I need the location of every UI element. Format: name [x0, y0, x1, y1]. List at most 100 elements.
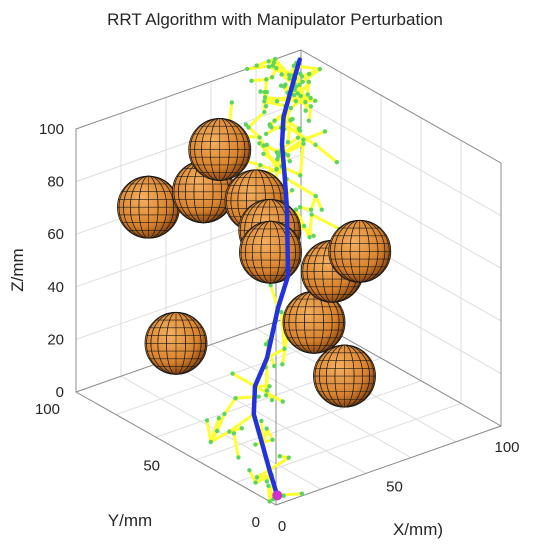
tree-edge	[269, 283, 280, 310]
tree-edge	[255, 456, 291, 479]
tree-node	[268, 282, 273, 288]
tree-node	[285, 153, 291, 158]
tree-node	[293, 207, 299, 212]
tree-edge	[205, 418, 213, 444]
tree-node	[264, 77, 269, 82]
tree-node	[236, 455, 241, 460]
tree-edge	[307, 104, 313, 123]
tree-node	[257, 135, 262, 140]
tree-node	[311, 233, 316, 239]
grid-line	[195, 380, 422, 461]
tree-node	[308, 95, 313, 101]
tree-node	[230, 371, 235, 376]
tree-edge	[294, 208, 306, 228]
tree-node	[319, 207, 324, 212]
tree-node	[281, 493, 286, 498]
tree-node	[308, 104, 314, 109]
y-tick-label: 50	[143, 458, 160, 475]
tree-node	[297, 82, 302, 88]
tree-node	[264, 479, 270, 484]
obstacle-sphere	[239, 220, 302, 284]
tree-node	[261, 151, 266, 157]
z-tick-label: 0	[56, 384, 64, 401]
tree-node	[264, 388, 270, 393]
tree-edge	[247, 468, 258, 485]
tree-node	[298, 71, 303, 76]
tree-node	[274, 167, 279, 172]
tree-node	[277, 454, 282, 459]
tree-node	[288, 105, 294, 111]
tree-edge	[231, 372, 257, 388]
tree-node	[293, 98, 299, 104]
z-tick-label: 20	[47, 331, 64, 348]
tree-edge	[314, 143, 339, 164]
obstacle-sphere	[117, 175, 180, 239]
tree-node	[243, 122, 249, 127]
grid-line	[165, 359, 367, 474]
tree-node	[270, 437, 275, 443]
tree-node	[233, 395, 238, 401]
tree-node	[246, 125, 251, 130]
tree-node	[299, 491, 305, 496]
tree-node	[291, 92, 297, 98]
grid-line	[235, 402, 462, 483]
z-tick-label: 40	[47, 279, 64, 296]
obstacle-sphere	[313, 344, 376, 408]
path-line	[251, 57, 302, 498]
tree-node	[301, 223, 307, 229]
tree-node	[283, 82, 288, 87]
tree-node	[263, 131, 269, 137]
tree-node	[279, 309, 284, 315]
tree-node	[301, 141, 306, 146]
tree-node	[286, 455, 291, 460]
tree-node	[263, 342, 269, 347]
tree-edge	[283, 142, 306, 156]
tree-node	[285, 140, 291, 145]
x-axis-label: X/mm)	[393, 520, 443, 539]
tree-edge	[246, 110, 266, 129]
sphere-longitude	[314, 344, 375, 408]
tree-edge	[253, 384, 285, 404]
y-tick-label: 0	[252, 514, 260, 531]
tree-node	[274, 150, 280, 155]
z-tick-label: 80	[47, 174, 64, 191]
tree-node	[258, 89, 263, 94]
planned-path	[251, 57, 302, 501]
tree-edge	[255, 57, 277, 68]
tree-node	[267, 384, 272, 389]
obstacle-sphere	[144, 311, 208, 375]
obstacle-sphere	[282, 290, 346, 354]
tree-edge	[209, 430, 231, 444]
tree-node	[308, 207, 314, 213]
tree-node	[275, 157, 280, 162]
tree-node	[249, 78, 254, 84]
chart-title: RRT Algorithm with Manipulator Perturbat…	[107, 10, 443, 29]
tree-edge	[222, 396, 238, 416]
tree-edge	[250, 77, 268, 83]
tree-node	[267, 499, 272, 504]
axis-edge	[75, 391, 277, 506]
tree-edge	[314, 194, 324, 212]
tree-node	[295, 91, 300, 96]
tree-node	[295, 135, 301, 140]
tree-node	[306, 118, 312, 123]
tree-node	[269, 75, 275, 80]
start-marker	[272, 490, 283, 501]
tree-node	[262, 89, 267, 95]
tree-node	[298, 173, 303, 178]
tree-edge	[215, 412, 226, 433]
sphere-longitude	[240, 220, 301, 284]
tree-node	[313, 193, 318, 199]
tree-node	[286, 72, 292, 78]
tree-node	[301, 137, 306, 142]
tree-node	[313, 142, 318, 148]
tree-node	[289, 187, 295, 193]
tree-node	[253, 480, 258, 485]
tree-node	[266, 64, 272, 69]
tree-edge	[286, 118, 292, 144]
tree-node	[272, 118, 277, 123]
tree-node	[227, 429, 232, 434]
tree-node	[296, 126, 302, 131]
tree-node	[279, 72, 284, 77]
